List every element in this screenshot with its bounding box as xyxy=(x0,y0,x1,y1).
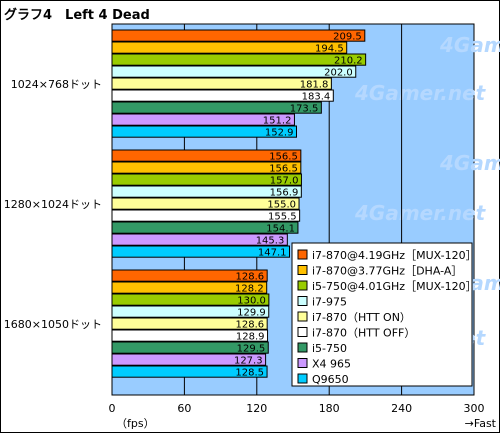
bar xyxy=(111,341,269,354)
bar-value-label: 155.5 xyxy=(268,212,297,223)
bar-value-label: 173.5 xyxy=(290,104,319,115)
watermark-text: 4Gamer.net xyxy=(354,201,487,225)
bar xyxy=(111,149,302,162)
x-tick-label: 60 xyxy=(177,402,191,415)
watermark-text: 4Gamer.net xyxy=(439,33,500,57)
legend-label: i7-975 xyxy=(312,296,347,309)
bar-value-label: 128.5 xyxy=(235,368,264,379)
bar-value-label: 152.9 xyxy=(265,128,294,139)
bar-value-label: 156.9 xyxy=(270,188,299,199)
x-tick-label: 0 xyxy=(109,402,116,415)
watermark-text: 4Gamer.net xyxy=(354,81,487,105)
bar xyxy=(111,305,270,318)
bar-value-label: 128.9 xyxy=(236,332,265,343)
category-label: 1024×768ドット xyxy=(11,78,102,91)
bar xyxy=(111,329,269,342)
bar xyxy=(111,317,268,330)
legend-label: i7-870@3.77GHz［DHA-A］ xyxy=(312,265,462,278)
bar xyxy=(111,353,267,366)
bar-value-label: 194.5 xyxy=(315,44,344,55)
legend-label: i5-750 xyxy=(312,342,347,355)
x-tick-label: 300 xyxy=(464,402,485,415)
legend-swatch xyxy=(297,373,308,384)
bar xyxy=(111,77,332,90)
category-label: 1680×1050ドット xyxy=(4,318,102,331)
bar-value-label: 183.4 xyxy=(302,92,331,103)
bar xyxy=(111,65,357,78)
legend-box xyxy=(291,242,473,387)
bar-value-label: 128.2 xyxy=(235,284,264,295)
bar xyxy=(111,125,297,138)
bar-value-label: 129.9 xyxy=(237,308,266,319)
bar xyxy=(111,173,302,186)
x-tick-label: 180 xyxy=(319,402,340,415)
x-axis-direction-label: →Fast xyxy=(465,417,497,430)
legend-swatch xyxy=(297,249,308,260)
bar-value-label: 154.1 xyxy=(266,224,295,235)
bar-value-label: 156.5 xyxy=(269,164,298,175)
bar xyxy=(111,185,302,198)
legend-label: Q9650 xyxy=(312,373,349,386)
bar xyxy=(111,221,299,234)
bar xyxy=(111,113,295,126)
bar-value-label: 181.8 xyxy=(300,80,329,91)
legend-swatch xyxy=(297,342,308,353)
x-axis-label: （fps） xyxy=(116,417,155,430)
bar xyxy=(111,293,270,306)
bar-value-label: 155.0 xyxy=(267,200,296,211)
bar-value-label: 128.6 xyxy=(236,272,265,283)
x-tick-label: 240 xyxy=(391,402,412,415)
legend-label: i7-870（HTT ON） xyxy=(312,311,411,324)
bar-value-label: 127.3 xyxy=(234,356,263,367)
bar-value-label: 130.0 xyxy=(237,296,266,307)
legend-swatch xyxy=(297,327,308,337)
bar xyxy=(111,101,322,114)
legend-swatch xyxy=(297,280,308,291)
bar-value-label: 145.3 xyxy=(256,236,285,247)
bar xyxy=(111,233,288,246)
x-tick-label: 120 xyxy=(246,402,267,415)
bar xyxy=(111,53,367,66)
bar-value-label: 147.1 xyxy=(258,248,287,259)
bar-value-label: 156.5 xyxy=(269,152,298,163)
bar xyxy=(111,161,302,174)
bar xyxy=(111,197,300,210)
legend-swatch xyxy=(297,296,308,306)
bar-value-label: 128.6 xyxy=(236,320,265,331)
legend-swatch xyxy=(297,311,308,322)
bar-value-label: 157.0 xyxy=(270,176,299,187)
chart-title: グラフ4 Left 4 Dead xyxy=(4,8,150,23)
legend-label: i7-870（HTT OFF） xyxy=(312,327,415,340)
bar xyxy=(111,41,348,54)
bar-value-label: 129.5 xyxy=(237,344,266,355)
bar-value-label: 209.5 xyxy=(333,32,362,43)
legend-swatch xyxy=(297,265,308,275)
category-label: 1280×1024ドット xyxy=(4,198,102,211)
bar-value-label: 151.2 xyxy=(263,116,292,127)
legend-label: i5-750@4.01GHz［MUX-120］ xyxy=(312,280,477,293)
bar-value-label: 202.0 xyxy=(324,68,353,79)
legend-label: i7-870@4.19GHz［MUX-120］ xyxy=(312,249,477,262)
legend-label: X4 965 xyxy=(312,358,351,371)
bar xyxy=(111,29,366,42)
legend-swatch xyxy=(297,358,308,368)
bar xyxy=(111,245,291,258)
bar-value-label: 210.2 xyxy=(334,56,363,67)
bar xyxy=(111,89,334,102)
bar xyxy=(111,269,268,282)
bar xyxy=(111,365,268,378)
bar xyxy=(111,209,301,222)
watermark-text: 4Gamer.net xyxy=(439,151,500,175)
bar xyxy=(111,281,268,294)
